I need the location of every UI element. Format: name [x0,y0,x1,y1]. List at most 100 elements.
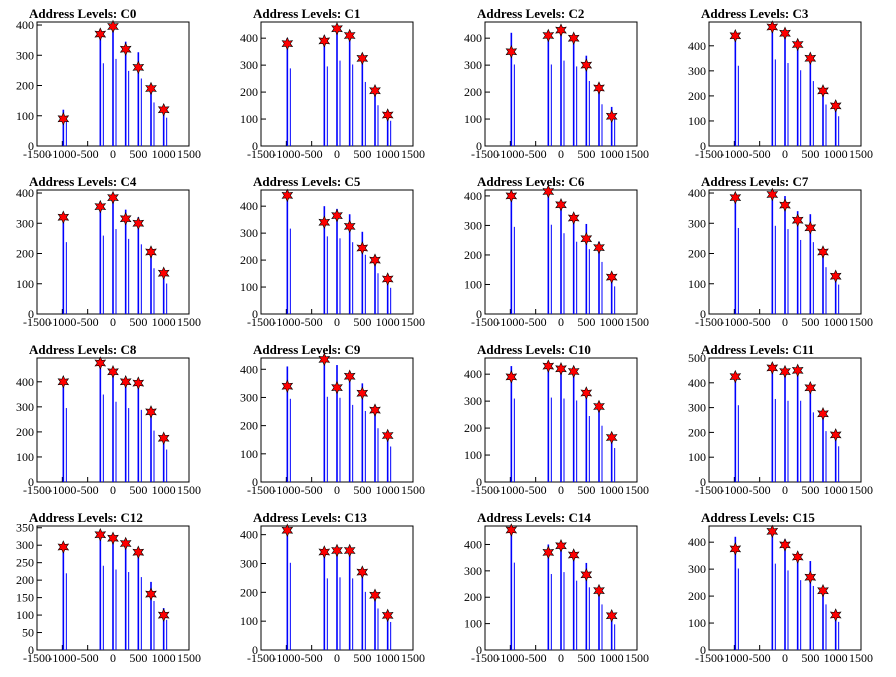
y-tick-label: 300 [688,64,706,78]
histogram-panel: Address Levels: C10 0 100 200 300 400 -1500-10… [464,342,649,497]
histogram-bar [822,248,824,314]
x-tick-label: -1000 [272,147,300,161]
histogram-bar [286,366,289,482]
y-tick-label: 300 [688,216,706,230]
histogram-bar [162,436,165,482]
peak-marker [505,44,518,59]
histogram-bar [336,365,338,482]
peak-marker [829,428,842,442]
histogram-bar [166,283,168,314]
histogram-bar [572,35,575,147]
histogram-bar [601,104,603,146]
histogram-bar [65,573,67,650]
y-tick-label: 100 [240,614,258,628]
x-tick-label: 0 [782,483,788,497]
peak-marker [57,210,70,224]
peak-marker [791,213,804,227]
peak-marker [281,36,294,51]
peak-marker [804,381,817,395]
x-tick-label: 500 [801,315,819,329]
x-tick-label: 1500 [401,651,425,665]
peak-marker [555,23,567,37]
peak-marker [804,570,817,584]
y-tick-label: 300 [688,562,706,576]
histogram-bar [513,562,515,650]
histogram-bar [614,448,616,482]
histogram-bar [348,374,351,482]
x-tick-label: 1000 [600,147,624,161]
x-tick-label: 500 [577,315,595,329]
histogram-bar [166,117,168,146]
peak-marker [94,527,107,542]
histogram-bar [800,239,802,314]
x-tick-label: -1000 [272,315,300,329]
histogram-bar [150,250,152,314]
histogram-bar [374,89,376,146]
peak-marker [381,608,394,623]
peak-marker [318,352,331,367]
histogram-bar [339,577,341,650]
histogram-bar [386,110,389,146]
peak-marker [343,219,356,234]
histogram-bar [822,88,824,146]
panel-title: Address Levels: C0 [29,6,136,21]
histogram-bar [547,364,550,482]
histogram-bar [124,541,127,650]
x-tick-label: -1500 [247,315,275,329]
histogram-bar [166,449,168,482]
x-tick-label: 1000 [376,315,400,329]
peak-marker [580,386,593,400]
histogram-bar [153,430,155,482]
x-tick-label: 0 [110,651,116,665]
histogram-bar [598,88,600,146]
histogram-bar [834,273,837,314]
x-tick-label: -1500 [23,315,51,329]
y-tick-label: 0 [28,643,34,657]
x-tick-label: 0 [110,147,116,161]
y-tick-label: 200 [688,425,706,439]
peak-marker [381,108,394,122]
histogram-bar [550,224,552,314]
peak-marker [132,545,145,559]
histogram-bar [65,408,67,482]
histogram-bar [547,190,550,314]
y-tick-label: 0 [476,643,482,657]
histogram-bar [386,432,389,482]
histogram-bar [734,536,737,650]
histogram-panel: Address Levels: C2 0 100 200 300 400 -1500-100… [464,6,649,161]
peak-marker [57,112,70,126]
x-tick-label: 1000 [376,483,400,497]
x-tick-label: 500 [129,147,147,161]
histogram-bar [112,538,114,650]
x-tick-label: -1500 [247,483,275,497]
histogram-bar [374,257,376,314]
histogram-bar [784,30,786,146]
histogram-bar [286,528,289,650]
y-tick-label: 100 [464,112,482,126]
x-tick-label: 0 [782,315,788,329]
x-tick-label: 500 [801,483,819,497]
x-tick-label: 0 [782,147,788,161]
x-tick-label: -1000 [48,483,76,497]
peak-marker [567,548,580,562]
y-tick-label: 400 [688,39,706,53]
peak-marker [369,588,381,602]
histogram-bar [62,109,65,146]
histogram-bar [102,235,104,314]
x-tick-label: 500 [577,651,595,665]
histogram-bar [825,431,827,482]
histogram-panel: Address Levels: C14 0 100 200 300 400 -1500-10… [464,510,649,665]
histogram-bar [326,396,328,482]
y-tick-label: 500 [688,351,706,365]
x-tick-label: 1500 [849,147,873,161]
histogram-bar [364,254,366,314]
peak-marker [567,364,580,379]
histogram-bar [809,55,812,147]
histogram-bar [588,587,590,650]
y-tick-label: 200 [16,425,34,439]
histogram-bar [386,611,389,650]
panel-title: Address Levels: C4 [29,174,137,189]
peak-marker [281,188,294,203]
histogram-bar [364,81,366,146]
histogram-bar [572,368,575,482]
